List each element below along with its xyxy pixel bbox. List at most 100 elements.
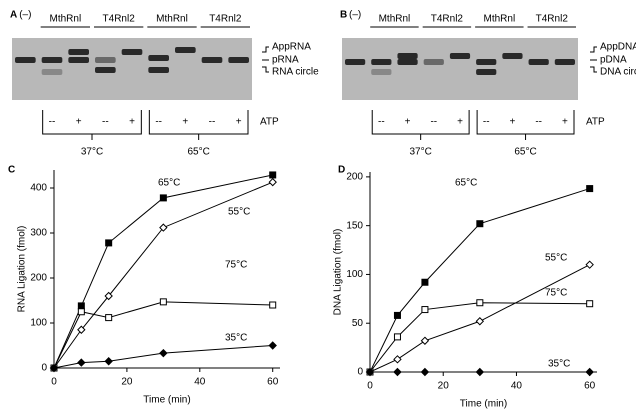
series-label: 35°C (548, 359, 570, 370)
group-label: T4Rnl2 (209, 14, 242, 25)
band (148, 55, 169, 61)
x-tick-label: 0 (367, 381, 373, 392)
band (528, 59, 549, 65)
data-point (585, 367, 594, 377)
atp-sign: + (182, 117, 188, 128)
data-point (421, 278, 429, 286)
data-point (393, 333, 401, 341)
band (68, 57, 89, 63)
marker-bracket (590, 46, 597, 53)
data-point (420, 336, 430, 345)
band (345, 59, 366, 65)
atp-sign: -- (535, 117, 542, 128)
data-point (105, 314, 113, 322)
band (476, 69, 497, 75)
data-point (105, 239, 113, 247)
y-tick-label: 100 (346, 269, 363, 280)
band (228, 57, 249, 63)
marker-label: pRNA (272, 55, 299, 66)
atp-sign: -- (483, 117, 490, 128)
group-label: MthRnl (49, 14, 81, 25)
x-tick-label: 20 (121, 377, 133, 388)
marker-label: DNA circle (600, 67, 636, 78)
control-label: (–) (349, 10, 361, 21)
band (148, 67, 169, 73)
panel-label: B (340, 10, 347, 21)
y-tick-label: 0 (357, 367, 363, 378)
temp-bracket (148, 110, 249, 135)
y-tick-label: 200 (30, 273, 47, 284)
data-point (475, 317, 485, 326)
data-point (49, 363, 59, 373)
band (41, 69, 63, 75)
data-point (159, 298, 167, 306)
y-tick-label: 150 (346, 220, 363, 231)
data-point (159, 348, 168, 358)
band (175, 47, 196, 53)
data-point (393, 367, 402, 377)
band (201, 57, 223, 63)
atp-sign: -- (430, 117, 437, 128)
data-point (104, 291, 113, 301)
data-point (77, 308, 85, 316)
data-point (77, 325, 86, 334)
atp-sign: -- (102, 117, 109, 128)
marker-label: AppDNA (600, 42, 636, 53)
series-label: 65°C (158, 178, 180, 189)
data-point (77, 358, 86, 367)
band (397, 59, 418, 65)
control-label: (–) (19, 10, 31, 21)
x-tick-label: 40 (511, 381, 523, 392)
band (41, 57, 63, 63)
gel (342, 38, 578, 100)
band (68, 49, 89, 55)
gel (12, 38, 252, 100)
marker-bracket (590, 66, 597, 73)
data-point (586, 300, 594, 308)
band (476, 59, 497, 65)
panel-label: A (10, 10, 17, 21)
group-label: MthRnl (483, 14, 515, 25)
data-point (104, 357, 113, 366)
x-tick-label: 40 (194, 377, 206, 388)
band (121, 49, 143, 55)
y-tick-label: 100 (30, 318, 47, 329)
marker-label: RNA circle (272, 67, 319, 78)
y-tick-label: 200 (346, 172, 363, 183)
temp-label: 65°C (514, 147, 536, 158)
y-tick-label: 0 (41, 363, 47, 374)
marker-bracket (262, 46, 269, 53)
band (449, 53, 471, 59)
temp-bracket (476, 110, 575, 135)
data-point (421, 306, 429, 314)
group-label: T4Rnl2 (103, 14, 136, 25)
atp-label: ATP (260, 117, 279, 128)
x-tick-label: 60 (584, 381, 596, 392)
band (423, 59, 444, 65)
group-label: MthRnl (379, 14, 411, 25)
data-point (269, 301, 277, 309)
series-label: 75°C (225, 260, 247, 271)
series-label: 55°C (545, 253, 567, 264)
panel-label: D (338, 165, 345, 176)
band (554, 59, 575, 65)
series-label: 35°C (225, 333, 247, 344)
data-point (393, 311, 401, 319)
data-point (475, 367, 485, 377)
atp-sign: -- (155, 117, 162, 128)
data-point (585, 260, 594, 269)
y-tick-label: 50 (352, 318, 364, 329)
band (397, 53, 418, 59)
data-point (77, 302, 85, 310)
band (95, 67, 116, 73)
data-point (159, 194, 167, 202)
atp-sign: + (562, 117, 568, 128)
band (15, 57, 36, 63)
band (371, 59, 392, 65)
atp-label: ATP (586, 117, 605, 128)
band (502, 53, 523, 59)
x-axis-label: Time (min) (143, 395, 190, 406)
data-point (476, 299, 484, 307)
atp-sign: -- (378, 117, 385, 128)
